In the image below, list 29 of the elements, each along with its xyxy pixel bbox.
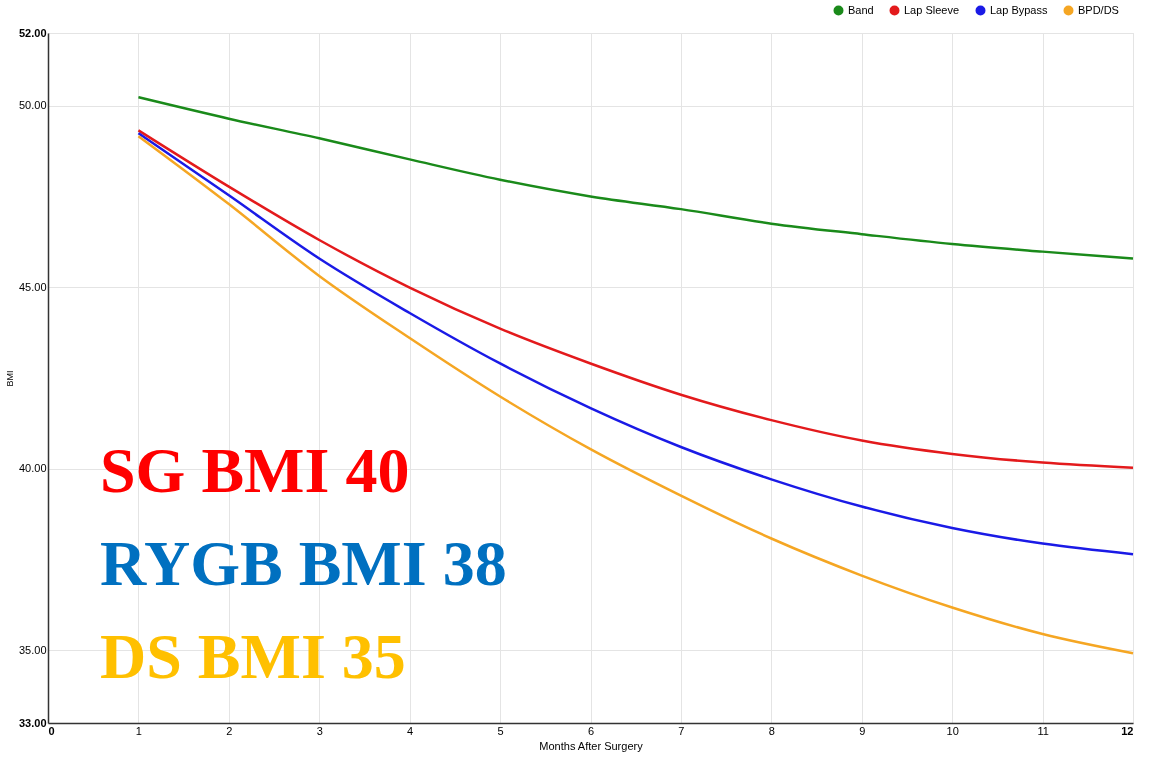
x-tick-label: 4 bbox=[407, 724, 414, 737]
legend-label: BPD/DS bbox=[1078, 3, 1119, 16]
legend-label: Lap Sleeve bbox=[904, 3, 960, 16]
annotation: RYGB BMI 38 bbox=[100, 528, 507, 599]
x-tick-label: 6 bbox=[587, 724, 595, 737]
line-series bbox=[137, 96, 1135, 260]
x-tick-label: 7 bbox=[678, 724, 685, 737]
x-tick-label: 11 bbox=[1037, 724, 1049, 737]
x-tick-label: 1 bbox=[135, 724, 142, 737]
x-tick-label: 9 bbox=[859, 724, 866, 737]
y-tick-label: 33.00 bbox=[18, 716, 47, 729]
x-tick-label: 3 bbox=[316, 724, 323, 737]
y-axis-title: BMI bbox=[4, 370, 15, 387]
y-tick-label: 35.00 bbox=[18, 643, 47, 656]
legend-label: Lap Bypass bbox=[990, 3, 1048, 16]
y-tick-label: 45.00 bbox=[18, 280, 47, 293]
y-tick-label: 52.00 bbox=[18, 26, 47, 39]
x-tick-label: 5 bbox=[497, 724, 504, 737]
y-tick-label: 50.00 bbox=[18, 99, 47, 112]
x-axis-title: Months After Surgery bbox=[539, 739, 644, 752]
annotation: DS BMI 35 bbox=[100, 621, 406, 692]
legend-label: Band bbox=[848, 3, 874, 16]
x-tick-label: 10 bbox=[946, 724, 959, 737]
x-tick-label: 8 bbox=[768, 724, 775, 737]
y-tick-label: 40.00 bbox=[18, 462, 47, 475]
x-tick-label: 0 bbox=[48, 724, 55, 737]
x-tick-label: 12 bbox=[1121, 724, 1134, 737]
x-tick-label: 2 bbox=[226, 724, 233, 737]
annotation: SG BMI 40 bbox=[100, 435, 410, 506]
